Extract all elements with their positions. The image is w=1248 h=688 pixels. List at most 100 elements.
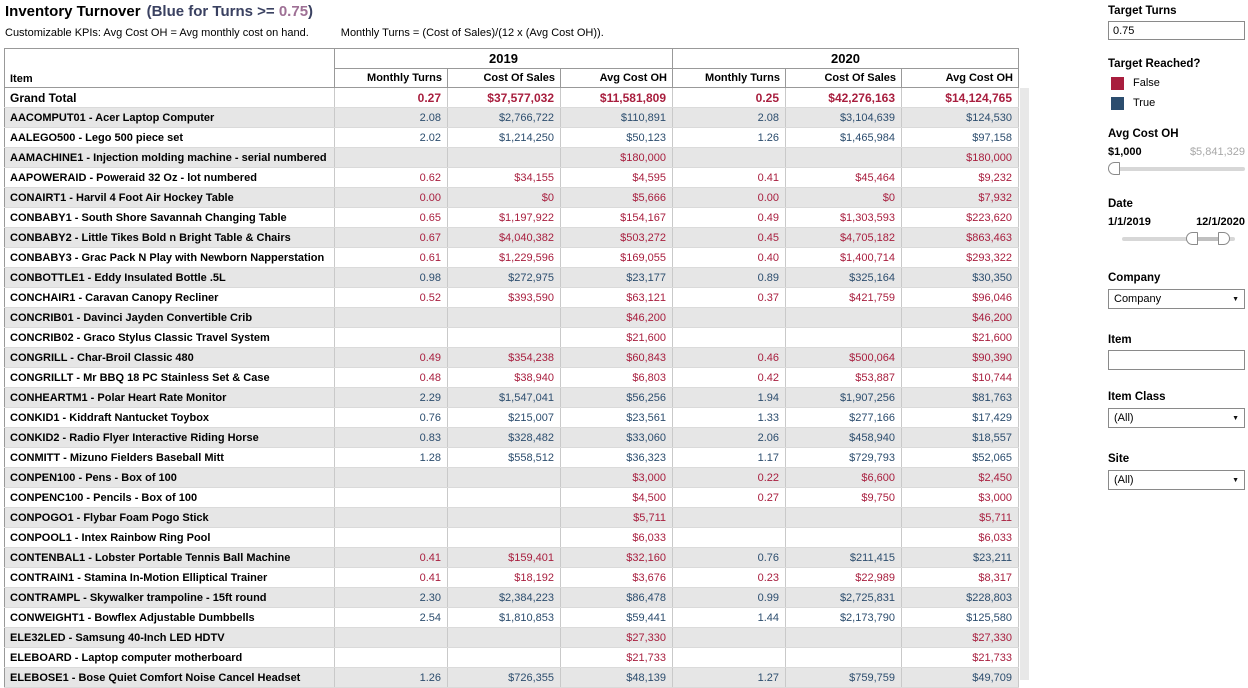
table-row[interactable]: CONKID2 - Radio Flyer Interactive Riding…	[4, 427, 1019, 448]
value-cell[interactable]: 0.62	[334, 167, 448, 188]
value-cell[interactable]: 2.30	[334, 587, 448, 608]
item-cell[interactable]: AALEGO500 - Lego 500 piece set	[4, 127, 335, 148]
value-cell[interactable]: $458,940	[785, 427, 902, 448]
value-cell[interactable]: $500,064	[785, 347, 902, 368]
value-cell[interactable]: $17,429	[901, 407, 1019, 428]
value-cell[interactable]: $7,932	[901, 187, 1019, 208]
item-cell[interactable]: CONTRAIN1 - Stamina In-Motion Elliptical…	[4, 567, 335, 588]
value-cell[interactable]	[334, 467, 448, 488]
value-cell[interactable]: $2,173,790	[785, 607, 902, 628]
value-cell[interactable]	[672, 307, 786, 328]
table-row[interactable]: CONPEN100 - Pens - Box of 100 $3,000 0.22 $…	[4, 467, 1019, 488]
value-cell[interactable]: $32,160	[560, 547, 673, 568]
grand-total-cost-of-sales-2019[interactable]: $37,577,032	[447, 87, 561, 108]
value-cell[interactable]: $125,580	[901, 607, 1019, 628]
value-cell[interactable]: $52,065	[901, 447, 1019, 468]
value-cell[interactable]: $2,384,223	[447, 587, 561, 608]
value-cell[interactable]: 0.61	[334, 247, 448, 268]
value-cell[interactable]	[334, 487, 448, 508]
value-cell[interactable]: 2.29	[334, 387, 448, 408]
value-cell[interactable]: $53,887	[785, 367, 902, 388]
value-cell[interactable]: $1,810,853	[447, 607, 561, 628]
value-cell[interactable]	[785, 627, 902, 648]
value-cell[interactable]: $3,000	[901, 487, 1019, 508]
value-cell[interactable]: $215,007	[447, 407, 561, 428]
item-cell[interactable]: AAPOWERAID - Poweraid 32 Oz - lot number…	[4, 167, 335, 188]
item-cell[interactable]: CONCRIB01 - Davinci Jayden Convertible C…	[4, 307, 335, 328]
target-turns-input[interactable]	[1108, 21, 1245, 40]
value-cell[interactable]: $169,055	[560, 247, 673, 268]
value-cell[interactable]: $23,177	[560, 267, 673, 288]
value-cell[interactable]: 0.83	[334, 427, 448, 448]
table-row[interactable]: CONPOGO1 - Flybar Foam Pogo Stick $5,711 $…	[4, 507, 1019, 528]
value-cell[interactable]	[785, 147, 902, 168]
value-cell[interactable]	[447, 307, 561, 328]
value-cell[interactable]: $110,891	[560, 107, 673, 128]
value-cell[interactable]: $36,323	[560, 447, 673, 468]
value-cell[interactable]	[334, 507, 448, 528]
value-cell[interactable]: $23,561	[560, 407, 673, 428]
item-cell[interactable]: CONBABY3 - Grac Pack N Play with Newborn…	[4, 247, 335, 268]
value-cell[interactable]: $30,350	[901, 267, 1019, 288]
company-dropdown[interactable]: Company ▼	[1108, 289, 1245, 309]
table-row[interactable]: CONBABY2 - Little Tikes Bold n Bright Ta…	[4, 227, 1019, 248]
value-cell[interactable]: $46,200	[560, 307, 673, 328]
value-cell[interactable]	[334, 647, 448, 668]
value-cell[interactable]: 0.27	[672, 487, 786, 508]
value-cell[interactable]: $421,759	[785, 287, 902, 308]
table-row[interactable]: CONTRAIN1 - Stamina In-Motion Elliptical…	[4, 567, 1019, 588]
value-cell[interactable]: $1,229,596	[447, 247, 561, 268]
value-cell[interactable]	[672, 507, 786, 528]
item-cell[interactable]: CONPOOL1 - Intex Rainbow Ring Pool	[4, 527, 335, 548]
value-cell[interactable]: 1.44	[672, 607, 786, 628]
value-cell[interactable]: $45,464	[785, 167, 902, 188]
item-cell[interactable]: ELEBOSE1 - Bose Quiet Comfort Noise Canc…	[4, 667, 335, 688]
value-cell[interactable]: $503,272	[560, 227, 673, 248]
value-cell[interactable]: 1.33	[672, 407, 786, 428]
legend-item-false[interactable]: False	[1111, 75, 1245, 91]
site-dropdown[interactable]: (All) ▼	[1108, 470, 1245, 490]
value-cell[interactable]: $5,666	[560, 187, 673, 208]
value-cell[interactable]: $21,733	[901, 647, 1019, 668]
value-cell[interactable]	[447, 487, 561, 508]
value-cell[interactable]: 0.98	[334, 267, 448, 288]
table-row[interactable]: AACOMPUT01 - Acer Laptop Computer 2.08 $2,…	[4, 107, 1019, 128]
value-cell[interactable]: $60,843	[560, 347, 673, 368]
value-cell[interactable]: $4,500	[560, 487, 673, 508]
value-cell[interactable]: $393,590	[447, 287, 561, 308]
value-cell[interactable]: 2.02	[334, 127, 448, 148]
value-cell[interactable]: 0.00	[334, 187, 448, 208]
slider-track[interactable]	[1122, 237, 1235, 241]
value-cell[interactable]: 0.48	[334, 367, 448, 388]
value-cell[interactable]: $354,238	[447, 347, 561, 368]
value-cell[interactable]	[672, 647, 786, 668]
value-cell[interactable]: $154,167	[560, 207, 673, 228]
value-cell[interactable]: 0.76	[672, 547, 786, 568]
value-cell[interactable]	[334, 307, 448, 328]
value-cell[interactable]: $34,155	[447, 167, 561, 188]
value-cell[interactable]: $1,214,250	[447, 127, 561, 148]
value-cell[interactable]: $4,595	[560, 167, 673, 188]
value-cell[interactable]: 2.08	[334, 107, 448, 128]
value-cell[interactable]: 0.99	[672, 587, 786, 608]
value-cell[interactable]	[447, 627, 561, 648]
value-cell[interactable]: 1.28	[334, 447, 448, 468]
value-cell[interactable]: $0	[785, 187, 902, 208]
value-cell[interactable]: $81,763	[901, 387, 1019, 408]
column-header-item[interactable]: Item	[4, 48, 335, 88]
value-cell[interactable]: $50,123	[560, 127, 673, 148]
value-cell[interactable]: $159,401	[447, 547, 561, 568]
value-cell[interactable]: 0.67	[334, 227, 448, 248]
table-row[interactable]: ELEBOARD - Laptop computer motherboard $2…	[4, 647, 1019, 668]
column-header-avg-cost-oh-2020[interactable]: Avg Cost OH	[901, 68, 1019, 88]
value-cell[interactable]: 2.08	[672, 107, 786, 128]
value-cell[interactable]: $3,676	[560, 567, 673, 588]
item-cell[interactable]: CONPOGO1 - Flybar Foam Pogo Stick	[4, 507, 335, 528]
table-row[interactable]: ELEBOSE1 - Bose Quiet Comfort Noise Canc…	[4, 667, 1019, 688]
value-cell[interactable]: $86,478	[560, 587, 673, 608]
value-cell[interactable]: $59,441	[560, 607, 673, 628]
item-cell[interactable]: CONAIRT1 - Harvil 4 Foot Air Hockey Tabl…	[4, 187, 335, 208]
value-cell[interactable]: $22,989	[785, 567, 902, 588]
item-cell[interactable]: CONBOTTLE1 - Eddy Insulated Bottle .5L	[4, 267, 335, 288]
item-cell[interactable]: CONBABY1 - South Shore Savannah Changing…	[4, 207, 335, 228]
